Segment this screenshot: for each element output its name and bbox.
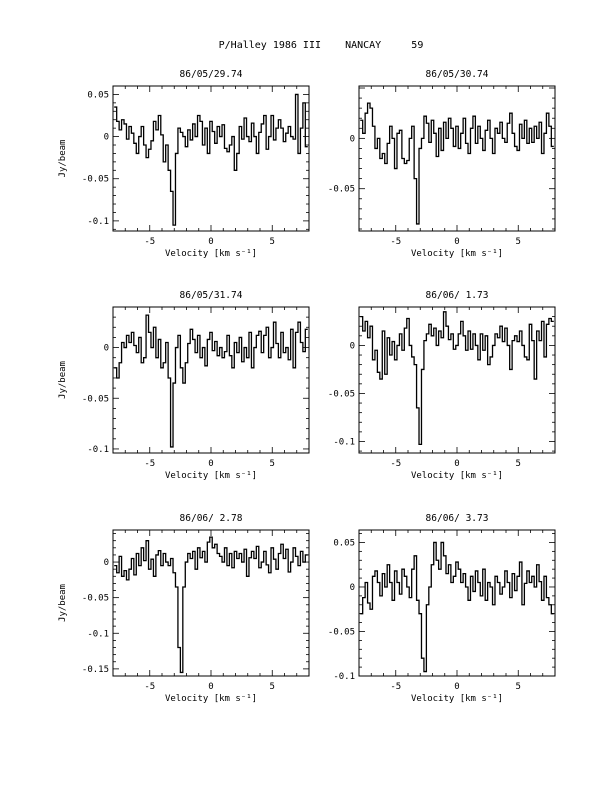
- x-tick-label: -5: [390, 237, 401, 247]
- panel-title: 86/06/ 3.73: [426, 513, 489, 524]
- plot-frame: [358, 529, 556, 677]
- x-axis-label: Velocity [km s⁻¹]: [165, 694, 257, 704]
- y-tick-label: 0.05: [87, 90, 109, 100]
- spectrum-line: [114, 536, 308, 674]
- x-tick-label: 0: [454, 682, 459, 692]
- x-axis-label: Velocity [km s⁻¹]: [411, 249, 503, 259]
- y-tick-label: 0: [350, 134, 355, 144]
- x-tick-label: 0: [454, 459, 459, 469]
- y-tick-label: -0.1: [87, 217, 109, 227]
- x-tick-label: 5: [516, 682, 521, 692]
- x-tick-label: 5: [516, 237, 521, 247]
- x-tick-label: -5: [144, 682, 155, 692]
- plot-frame: [112, 529, 310, 677]
- spectrum-panel-4: -5 0 5 0 -0.05 -0.1 86/06/ 1.73 Velocity [km s⁻…: [328, 290, 556, 481]
- spectrum-panel-5: -5 0 5 0 -0.05 -0.1 -0.15 86/06/ 2.78 Velocity […: [58, 513, 310, 704]
- x-tick-label: 0: [208, 459, 213, 469]
- y-tick-label: 0.05: [333, 538, 355, 548]
- x-tick-label: 0: [454, 237, 459, 247]
- y-tick-label: -0.05: [328, 627, 355, 637]
- x-tick-label: -5: [144, 237, 155, 247]
- y-tick-label: -0.05: [328, 185, 355, 195]
- y-tick-label: -0.1: [333, 672, 355, 682]
- y-tick-label: 0: [104, 558, 109, 568]
- y-tick-label: -0.05: [82, 594, 109, 604]
- x-tick-label: 5: [516, 459, 521, 469]
- x-axis-label: Velocity [km s⁻¹]: [165, 249, 257, 259]
- x-axis-label: Velocity [km s⁻¹]: [165, 471, 257, 481]
- x-tick-label: 0: [208, 237, 213, 247]
- panel-title: 86/05/31.74: [180, 290, 243, 301]
- spectrum-line: [360, 102, 554, 225]
- x-tick-label: 5: [270, 237, 275, 247]
- spectrum-panel-6: -5 0 5 0.05 0 -0.05 -0.1 86/06/ 3.73 Velocity [k…: [328, 513, 556, 704]
- plot-frame: [112, 306, 310, 454]
- x-tick-label: 0: [208, 682, 213, 692]
- y-tick-label: -0.1: [333, 437, 355, 447]
- x-axis-label: Velocity [km s⁻¹]: [411, 471, 503, 481]
- panel-title: 86/05/29.74: [180, 69, 243, 80]
- x-tick-label: 5: [270, 459, 275, 469]
- y-tick-label: -0.1: [87, 445, 109, 455]
- y-tick-label: -0.05: [328, 389, 355, 399]
- panel-title: 86/06/ 2.78: [180, 513, 243, 524]
- y-tick-label: -0.05: [82, 394, 109, 404]
- figure-title: P/Halley 1986 III NANCAY 59: [219, 40, 424, 51]
- spectrum-line: [114, 93, 308, 226]
- spectrum-panel-1: -5 0 5 0.05 0 -0.05 -0.1 86/05/29.74 Velocity [k…: [58, 69, 310, 259]
- y-tick-label: -0.15: [82, 665, 109, 675]
- panel-title: 86/06/ 1.73: [426, 290, 489, 301]
- x-tick-label: 5: [270, 682, 275, 692]
- spectrum-panel-3: -5 0 5 0 -0.05 -0.1 86/05/31.74 Velocity [km s⁻…: [58, 290, 310, 481]
- y-axis-label: Jy/beam: [58, 361, 68, 399]
- y-tick-label: -0.1: [87, 629, 109, 639]
- x-tick-label: -5: [144, 459, 155, 469]
- plot-frame: [112, 85, 310, 232]
- y-axis-label: Jy/beam: [58, 140, 68, 178]
- x-tick-label: -5: [390, 459, 401, 469]
- y-tick-label: -0.05: [82, 175, 109, 185]
- spectrum-line: [360, 541, 554, 673]
- plot-frame: [358, 85, 556, 232]
- x-tick-label: -5: [390, 682, 401, 692]
- y-tick-label: 0: [350, 341, 355, 351]
- spectrum-panel-2: -5 0 5 0 -0.05 86/05/30.74 Velocity [km s⁻¹]: [328, 69, 556, 259]
- spectrum-line: [360, 311, 554, 446]
- panel-title: 86/05/30.74: [426, 69, 489, 80]
- y-tick-label: 0: [350, 583, 355, 593]
- y-tick-label: 0: [104, 133, 109, 143]
- x-axis-label: Velocity [km s⁻¹]: [411, 694, 503, 704]
- y-axis-label: Jy/beam: [58, 584, 68, 622]
- spectrum-line: [114, 314, 308, 448]
- panels: -5 0 5 0.05 0 -0.05 -0.1 86/05/29.74 Velocity [k…: [58, 69, 556, 704]
- plot-frame: [358, 306, 556, 454]
- y-tick-label: 0: [104, 344, 109, 354]
